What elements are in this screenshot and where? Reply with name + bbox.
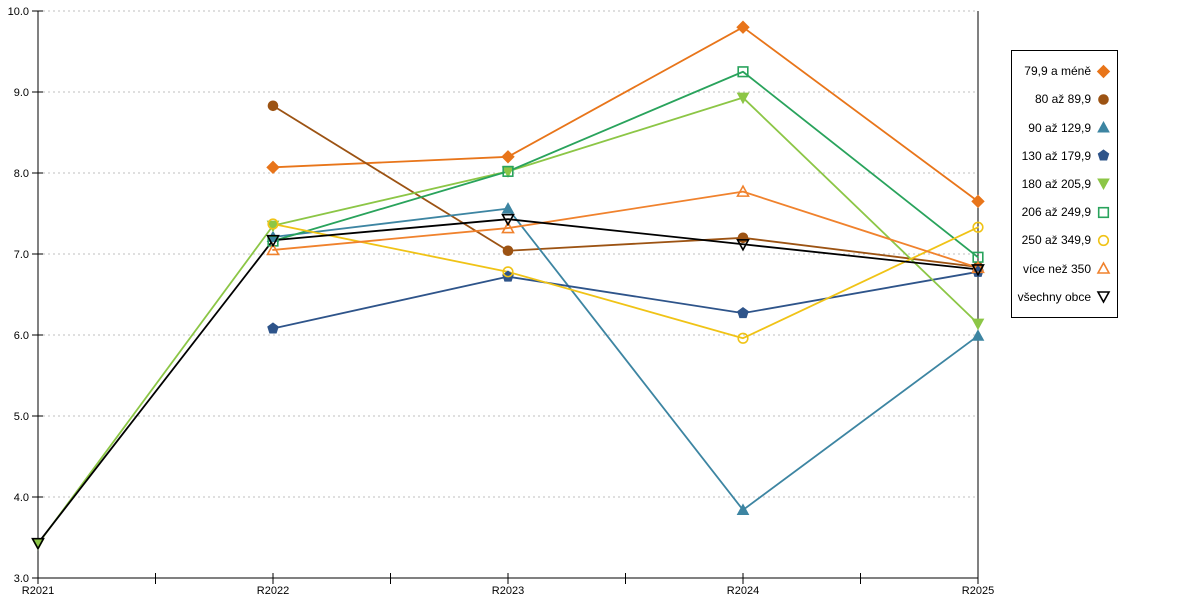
legend-item: více než 350 — [1012, 261, 1117, 276]
pentagon-icon — [1096, 148, 1111, 163]
triangle-down-marker — [31, 537, 45, 551]
legend-label: 206 až 249,9 — [1021, 205, 1091, 220]
triangle-up-icon — [1096, 261, 1111, 276]
x-tick-label: R2024 — [727, 585, 759, 597]
pentagon-marker — [267, 322, 279, 334]
diamond-marker — [266, 160, 280, 175]
legend: 79,9 a méně 80 až 89,9 90 až 129,9 130 a… — [1011, 50, 1118, 318]
y-tick-label: 4.0 — [14, 492, 29, 504]
pentagon-marker — [737, 307, 749, 319]
triangle-down-marker — [266, 220, 280, 233]
square-marker — [502, 165, 514, 177]
legend-label: 250 až 349,9 — [1021, 233, 1091, 248]
y-tick-label: 3.0 — [14, 573, 29, 585]
circle-marker — [502, 266, 514, 278]
triangle-down-marker — [736, 92, 750, 105]
legend-label: 180 až 205,9 — [1021, 176, 1091, 191]
triangle-down-marker — [266, 234, 280, 248]
triangle-down-icon — [1096, 289, 1111, 305]
circle-marker — [502, 245, 514, 257]
legend-label: 79,9 a méně — [1024, 64, 1091, 79]
y-tick-label: 7.0 — [14, 249, 29, 261]
square-icon — [1096, 205, 1111, 220]
y-tick-label: 9.0 — [14, 87, 29, 99]
triangle-up-marker — [736, 184, 750, 197]
series-line-7 — [272, 190, 979, 269]
series-line-0 — [272, 26, 979, 203]
pentagon-marker — [1097, 149, 1110, 161]
triangle-up-marker — [1096, 261, 1111, 274]
y-tick-label: 6.0 — [14, 330, 29, 342]
circle-marker — [972, 221, 984, 233]
diamond-marker — [501, 150, 515, 164]
diamond-marker — [1096, 64, 1111, 78]
circle-marker — [737, 332, 749, 344]
triangle-up-marker — [501, 220, 515, 234]
circle-marker — [737, 232, 749, 244]
y-tick-label: 8.0 — [14, 168, 29, 180]
diamond-icon — [1096, 64, 1111, 79]
circle-icon — [1096, 233, 1111, 248]
circle-marker — [1098, 94, 1109, 105]
series-line-4 — [37, 96, 979, 545]
triangle-down-icon — [1096, 176, 1111, 191]
triangle-down-marker — [971, 318, 985, 331]
series-line-8 — [37, 218, 979, 545]
square-marker — [737, 66, 749, 78]
series-line-3 — [272, 270, 979, 330]
triangle-up-marker — [971, 329, 985, 341]
legend-item: 80 až 89,9 — [1012, 92, 1117, 107]
circle-icon — [1096, 92, 1111, 107]
triangle-up-icon — [1096, 120, 1111, 135]
legend-item: 90 až 129,9 — [1012, 120, 1117, 135]
legend-item: 180 až 205,9 — [1012, 176, 1117, 191]
x-tick-label: R2023 — [492, 585, 524, 597]
series-line-6 — [272, 223, 979, 340]
triangle-down-marker — [1096, 291, 1111, 305]
legend-label: více než 350 — [1022, 261, 1091, 276]
legend-item: 130 až 179,9 — [1012, 148, 1117, 163]
triangle-up-marker — [501, 202, 515, 214]
triangle-up-marker — [971, 260, 985, 274]
diamond-marker — [736, 20, 750, 34]
triangle-up-marker — [266, 242, 280, 256]
x-tick-label: R2025 — [962, 585, 994, 597]
legend-item: 206 až 249,9 — [1012, 205, 1117, 220]
legend-item: všechny obce — [1012, 289, 1117, 305]
triangle-down-marker — [501, 213, 515, 227]
series-line-2 — [272, 207, 979, 511]
triangle-down-marker — [1097, 178, 1110, 191]
circle-marker — [1097, 234, 1110, 247]
legend-item: 250 až 349,9 — [1012, 233, 1117, 248]
square-marker — [1097, 206, 1110, 218]
series-line-5 — [272, 70, 979, 259]
triangle-up-marker — [736, 503, 750, 515]
legend-label: 80 až 89,9 — [1034, 92, 1091, 107]
series-line-1 — [272, 104, 979, 268]
diamond-marker — [971, 194, 985, 209]
triangle-down-marker — [736, 238, 750, 252]
legend-label: všechny obce — [1017, 289, 1091, 304]
legend-label: 90 až 129,9 — [1028, 120, 1091, 135]
legend-label: 130 až 179,9 — [1021, 148, 1091, 163]
circle-marker — [267, 218, 279, 230]
x-tick-label: R2021 — [22, 585, 54, 597]
y-tick-label: 10.0 — [8, 6, 29, 18]
legend-item: 79,9 a méně — [1012, 64, 1117, 79]
circle-marker — [267, 100, 279, 112]
triangle-up-marker — [1097, 121, 1110, 133]
triangle-down-marker — [971, 264, 985, 277]
y-tick-label: 5.0 — [14, 411, 29, 423]
x-tick-label: R2022 — [257, 585, 289, 597]
